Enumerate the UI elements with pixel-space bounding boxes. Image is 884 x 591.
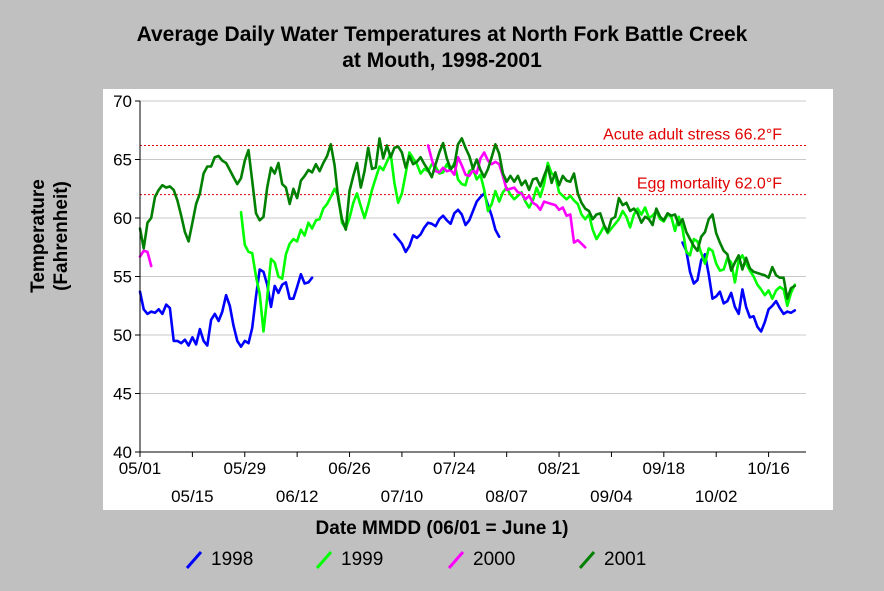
x-tick-label: 10/16 [747, 459, 790, 478]
x-tick-label: 05/29 [223, 459, 266, 478]
series-line-1998 [681, 241, 797, 333]
legend-swatch-2000 [447, 551, 465, 569]
reference-line-label: Egg mortality 62.0°F [637, 176, 782, 193]
x-axis-label: Date MMDD (06/01 = June 1) [315, 518, 569, 539]
series-line-2000 [426, 144, 587, 249]
legend-swatch-1998 [185, 551, 203, 569]
legend-swatch-2001 [578, 551, 596, 569]
x-tick-label: 05/15 [171, 487, 214, 506]
legend-label-1999: 1999 [341, 549, 384, 570]
x-tick-label: 09/18 [643, 459, 686, 478]
x-tick-label: 10/02 [695, 487, 738, 506]
y-tick-label: 65 [113, 151, 132, 170]
x-tick-label: 07/24 [433, 459, 476, 478]
legend-label-2001: 2001 [604, 549, 647, 570]
x-tick-label: 06/26 [328, 459, 371, 478]
legend-swatch-1999 [315, 551, 333, 569]
series-line-2001 [138, 137, 797, 300]
series-line-2000 [138, 249, 153, 268]
reference-lines: Acute adult stress 66.2°F Egg mortality 6… [140, 126, 806, 196]
y-tick-label: 40 [113, 443, 132, 462]
y-tick-label: 50 [113, 326, 132, 345]
x-tick-label: 08/07 [485, 487, 528, 506]
y-tick-label: 55 [113, 268, 132, 287]
series-line-1999 [239, 151, 797, 333]
x-tick-label: 07/10 [381, 487, 424, 506]
tick-labels: 40 45 50 55 60 65 70 05/01 05/29 06/26 07/24 08/21 0… [113, 92, 790, 506]
axes [135, 100, 806, 457]
legend: 1998 1999 2000 2001 [0, 545, 884, 575]
x-tick-label: 09/04 [590, 487, 633, 506]
series-line-1998 [393, 192, 501, 254]
grid-lines [140, 100, 806, 394]
chart-title-line2: at Mouth, 1998-2001 [342, 49, 542, 72]
legend-label-1998: 1998 [211, 549, 254, 570]
x-tick-label: 06/12 [276, 487, 319, 506]
x-tick-label: 05/01 [119, 459, 162, 478]
y-axis-label-line2: (Fahrenheit) [51, 181, 72, 291]
y-axis-label-line1: Temperature [28, 179, 49, 293]
y-tick-label: 70 [113, 92, 132, 111]
reference-line-label: Acute adult stress 66.2°F [603, 126, 782, 143]
series-line-1998 [138, 268, 314, 348]
legend-label-2000: 2000 [473, 549, 516, 570]
y-tick-label: 45 [113, 385, 132, 404]
chart-title-line1: Average Daily Water Temperatures at Nort… [136, 23, 748, 46]
chart-title: Average Daily Water Temperatures at Nort… [0, 22, 884, 74]
x-tick-label: 08/21 [538, 459, 581, 478]
y-tick-label: 60 [113, 209, 132, 228]
series-lines [138, 137, 797, 348]
